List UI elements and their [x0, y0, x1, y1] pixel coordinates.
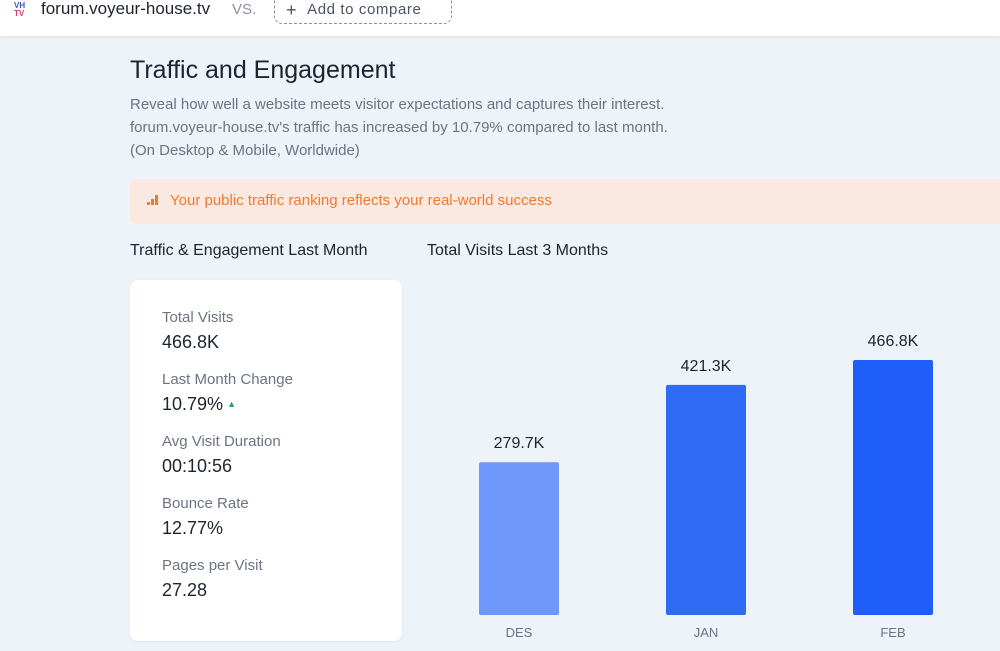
stat-label: Pages per Visit — [162, 557, 263, 574]
bar-chart-icon — [147, 195, 158, 205]
stat-bounce-rate: Bounce Rate 12.77% — [162, 495, 249, 539]
stat-value-text: 00:10:56 — [162, 456, 233, 476]
stat-value-text: 12.77% — [162, 518, 224, 538]
svg-text:VH: VH — [14, 1, 25, 10]
add-to-compare-button[interactable]: + Add to compare — [274, 0, 452, 24]
bar-feb[interactable] — [853, 360, 933, 615]
stat-value: 00:10:56 — [162, 455, 281, 477]
total-visits-bar-chart: 279.7K DES 421.3K JAN 466.8K FEB — [479, 333, 933, 640]
chart-section-title: Total Visits Last 3 Months — [427, 242, 609, 259]
stat-value: 27.28 — [162, 579, 263, 601]
top-bar: VH TV forum.voyeur-house.tv VS. + Add to… — [0, 0, 1000, 36]
description-line-3: (On Desktop & Mobile, Worldwide) — [130, 142, 360, 159]
stat-value-text: 10.79% — [162, 394, 224, 414]
stat-value-text: 466.8K — [162, 332, 220, 352]
stat-label: Bounce Rate — [162, 495, 249, 512]
stat-label: Total Visits — [162, 309, 234, 326]
stat-label: Last Month Change — [162, 371, 293, 388]
stat-value-text: 27.28 — [162, 580, 208, 600]
stat-last-month-change: Last Month Change 10.79% ▲ — [162, 371, 293, 415]
stat-value: 466.8K — [162, 331, 233, 353]
bar-jan[interactable] — [666, 384, 746, 615]
stat-avg-visit-duration: Avg Visit Duration 00:10:56 — [162, 433, 281, 477]
bar-des[interactable] — [479, 462, 559, 615]
vs-label: VS. — [232, 1, 257, 18]
up-arrow-icon: ▲ — [227, 398, 236, 409]
site-favicon-icon: VH TV — [12, 0, 30, 18]
data-label-jan: 421.3K — [681, 358, 732, 375]
ranking-banner[interactable]: Your public traffic ranking reflects you… — [130, 179, 1000, 224]
plus-icon: + — [286, 0, 298, 20]
x-tick-label-feb: FEB — [880, 625, 905, 640]
data-label-des: 279.7K — [494, 435, 545, 452]
x-tick-label-des: DES — [506, 625, 533, 640]
add-to-compare-label: Add to compare — [307, 1, 422, 18]
description-line-2: forum.voyeur-house.tv's traffic has incr… — [130, 119, 668, 136]
x-tick-label-jan: JAN — [694, 625, 719, 640]
stats-section-title: Traffic & Engagement Last Month — [130, 242, 368, 259]
site-name[interactable]: forum.voyeur-house.tv — [41, 0, 211, 18]
stat-value: 10.79% ▲ — [162, 393, 293, 415]
stats-card: Total Visits 466.8K Last Month Change 10… — [130, 280, 402, 641]
banner-text: Your public traffic ranking reflects you… — [170, 192, 552, 209]
stat-total-visits: Total Visits 466.8K — [162, 309, 233, 353]
page-title: Traffic and Engagement — [130, 56, 396, 84]
description-line-1: Reveal how well a website meets visitor … — [130, 96, 665, 113]
stat-pages-per-visit: Pages per Visit 27.28 — [162, 557, 263, 601]
svg-text:TV: TV — [14, 9, 25, 18]
data-label-feb: 466.8K — [868, 333, 919, 350]
stat-value: 12.77% — [162, 517, 249, 539]
stat-label: Avg Visit Duration — [162, 433, 281, 450]
